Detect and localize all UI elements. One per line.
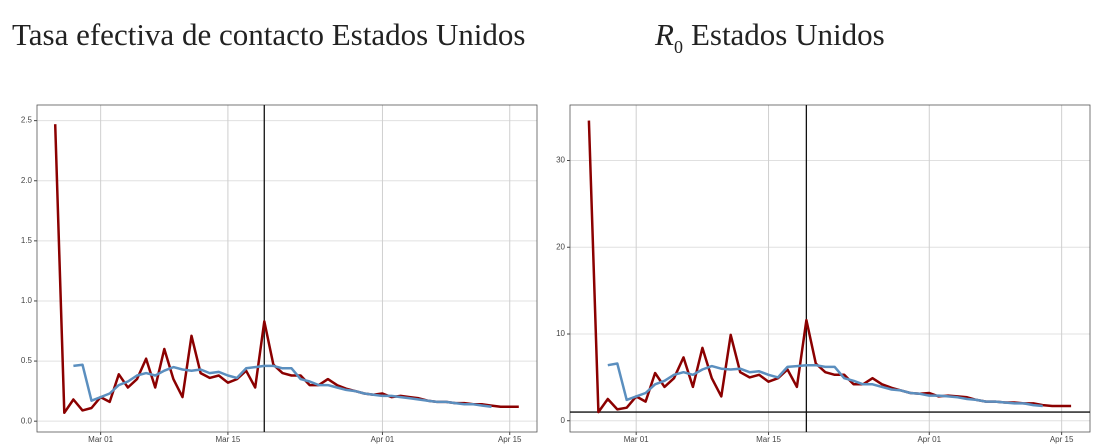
y-tick-label: 10 — [556, 329, 565, 338]
y-tick-label: 2.5 — [21, 116, 33, 125]
y-tick-label: 1.5 — [21, 236, 33, 245]
x-tick-label: Mar 01 — [88, 435, 113, 444]
chart-title: R0 Estados Unidos — [654, 17, 885, 57]
title-rest: Estados Unidos — [691, 17, 885, 52]
x-tick-label: Mar 15 — [215, 435, 240, 444]
x-tick-label: Apr 01 — [371, 435, 395, 444]
plot-border — [36, 104, 538, 433]
y-tick-label: 0.0 — [21, 416, 33, 425]
y-tick-label: 1.0 — [21, 296, 33, 305]
plot-background — [570, 105, 1090, 432]
x-tick-label: Mar 15 — [756, 435, 781, 444]
series-line — [73, 363, 492, 409]
plot-background — [37, 105, 537, 432]
y-tick-label: 0.5 — [21, 356, 33, 365]
series-line — [607, 362, 1043, 408]
title-symbol: R — [654, 17, 674, 52]
x-tick-label: Apr 15 — [498, 435, 522, 444]
x-tick-label: Mar 01 — [624, 435, 649, 444]
y-tick-label: 0 — [561, 416, 566, 425]
x-tick-label: Apr 15 — [1050, 435, 1074, 444]
title-subscript: 0 — [674, 37, 683, 57]
chart-title: Tasa efectiva de contacto Estados Unidos — [12, 17, 525, 52]
y-tick-label: 2.0 — [21, 176, 33, 185]
y-tick-label: 20 — [556, 242, 565, 251]
x-tick-label: Apr 01 — [917, 435, 941, 444]
y-tick-label: 30 — [556, 156, 565, 165]
plot-border — [569, 104, 1091, 433]
